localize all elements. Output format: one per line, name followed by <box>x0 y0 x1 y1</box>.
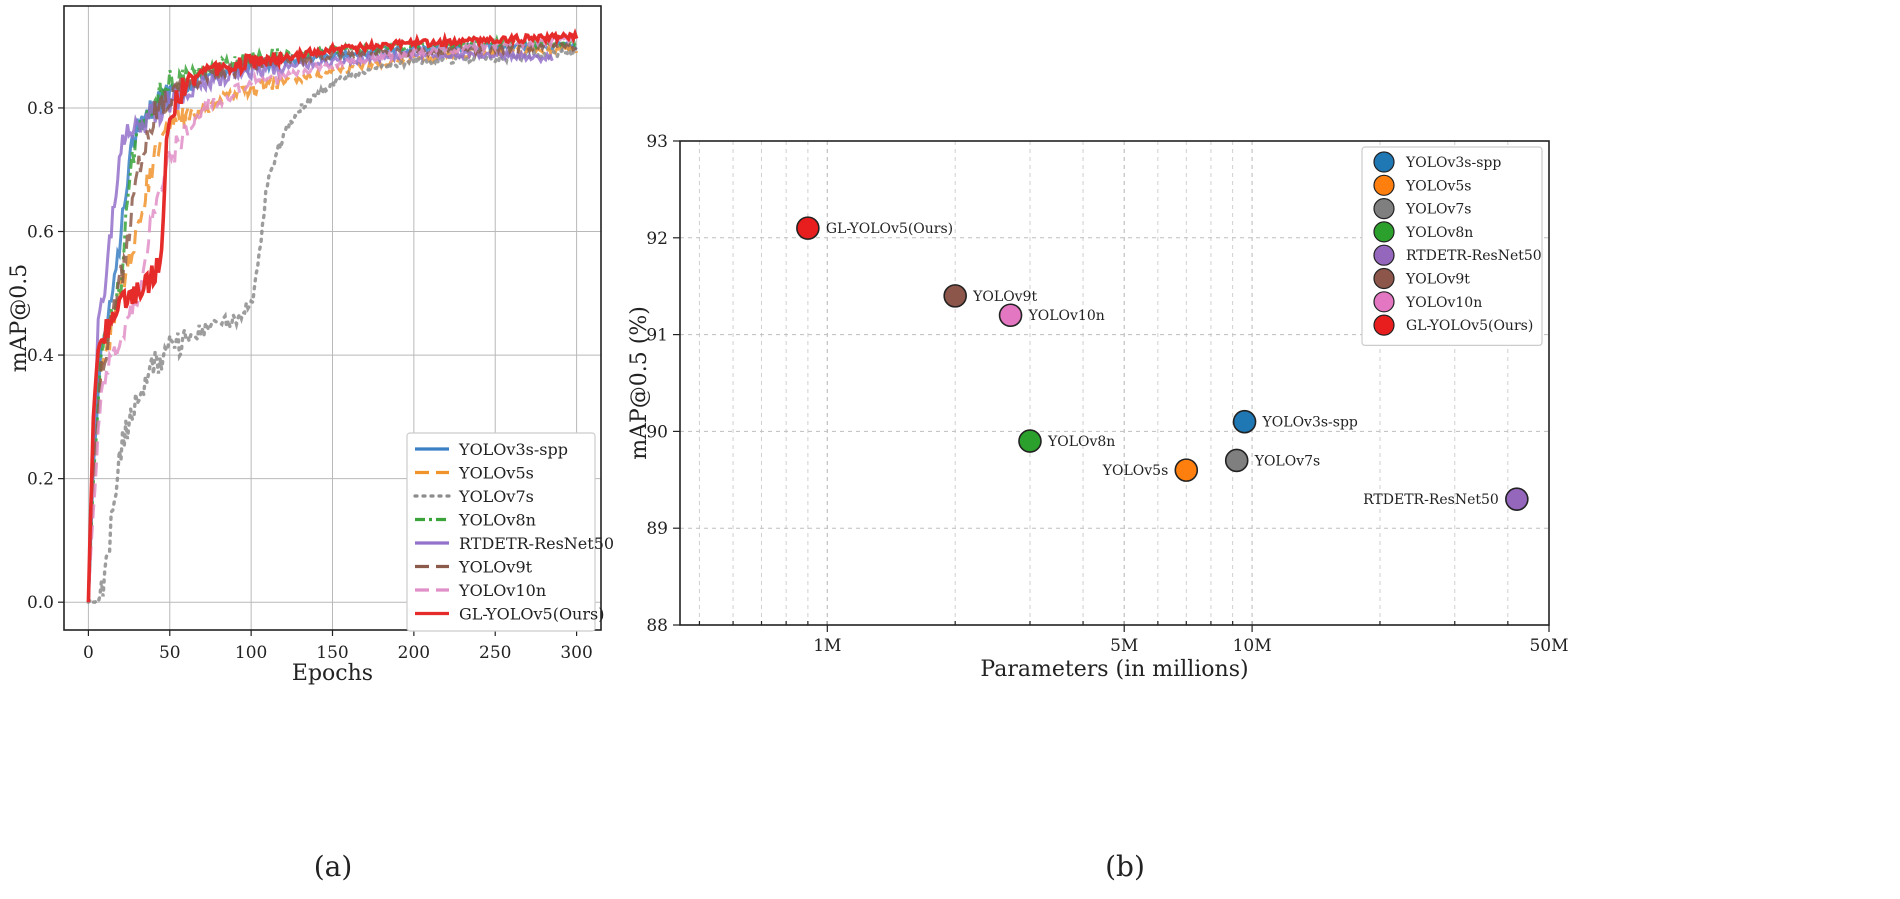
legend-marker <box>1373 244 1395 266</box>
legend-label: YOLOv8n <box>1405 225 1473 241</box>
y-tick-label: 0.4 <box>27 346 54 366</box>
legend-label: YOLOv3s-spp <box>1405 155 1501 171</box>
x-tick-label: 200 <box>398 643 430 663</box>
y-tick-label: 89 <box>646 519 668 539</box>
y-tick-label: 0.0 <box>27 593 54 613</box>
legend-a: YOLOv3s-spp YOLOv5s YOLOv7s YOLOv8n RTDETR-R… <box>406 432 614 632</box>
data-point <box>1018 429 1042 453</box>
legend-marker <box>1373 221 1395 243</box>
legend-label: YOLOv7s <box>1405 202 1472 218</box>
legend-label: YOLOv8n <box>458 511 536 530</box>
y-axis-label: mAP@0.5 (%) <box>627 306 652 460</box>
data-point-label: YOLOv7s <box>1254 453 1321 469</box>
legend-label: YOLOv7s <box>458 487 534 506</box>
x-tick-label: 150 <box>316 643 348 663</box>
legend-label: GL-YOLOv5(Ours) <box>1406 318 1533 334</box>
x-tick-label: 5M <box>1110 636 1138 656</box>
x-tick-label: 250 <box>479 643 511 663</box>
data-point <box>998 303 1023 328</box>
y-tick-label: 0.8 <box>27 99 54 119</box>
data-point <box>1505 487 1529 511</box>
panel-a-line-chart: 0 50 100 150 200 250 300 0.0 0.2 0.4 0.6 0.8 Epochs m… <box>7 5 614 883</box>
legend-label: RTDETR-ResNet50 <box>1406 248 1542 264</box>
data-point <box>1224 448 1249 473</box>
data-point-label: RTDETR-ResNet50 <box>1363 492 1499 508</box>
data-point-label: YOLOv3s-spp <box>1262 415 1358 431</box>
legend-label: YOLOv9t <box>1405 272 1470 288</box>
legend-label: RTDETR-ResNet50 <box>459 534 614 553</box>
x-axis-label: Epochs <box>292 661 373 686</box>
series-line <box>86 32 578 603</box>
legend-label: GL-YOLOv5(Ours) <box>459 605 604 624</box>
data-point-label: YOLOv9t <box>972 289 1037 305</box>
y-tick-label: 91 <box>646 326 668 346</box>
legend-marker <box>1373 151 1395 173</box>
legend-label: YOLOv5s <box>458 464 534 483</box>
legend-label: YOLOv9t <box>458 558 533 577</box>
y-tick-label: 0.2 <box>27 470 54 490</box>
data-point <box>1232 409 1257 434</box>
panel-b-scatter-chart: 1M 5M 10M 50M 88 89 90 91 92 93 Parameters (in mil… <box>627 132 1569 883</box>
data-point <box>943 284 967 308</box>
series-line <box>86 27 579 603</box>
legend-marker <box>1373 267 1395 290</box>
y-tick-label: 88 <box>646 616 668 636</box>
legend-marker <box>1373 314 1395 336</box>
data-point-label: YOLOv8n <box>1047 434 1115 450</box>
y-axis-label: mAP@0.5 <box>7 264 32 373</box>
x-tick-label: 50 <box>159 643 181 663</box>
y-tick-label: 0.6 <box>27 223 54 243</box>
series-line <box>86 46 579 606</box>
x-tick-label: 10M <box>1233 636 1272 656</box>
legend-marker <box>1373 198 1395 220</box>
legend-marker <box>1373 174 1395 196</box>
legend-label: YOLOv5s <box>1405 178 1472 194</box>
legend-label: YOLOv3s-spp <box>458 440 568 459</box>
legend-label: YOLOv10n <box>1405 295 1482 311</box>
x-tick-label: 50M <box>1529 636 1568 656</box>
y-tick-label: 90 <box>646 422 668 442</box>
x-axis-label: Parameters (in millions) <box>980 657 1248 682</box>
data-point-label: YOLOv10n <box>1028 308 1105 324</box>
y-tick-label: 92 <box>646 229 668 249</box>
x-tick-label: 100 <box>235 643 267 663</box>
data-point-label: YOLOv5s <box>1102 463 1169 479</box>
legend-box <box>406 432 596 632</box>
x-tick-label: 0 <box>83 643 94 663</box>
legend-label: YOLOv10n <box>458 581 546 600</box>
legend-box <box>1361 146 1543 346</box>
data-point <box>1174 458 1199 482</box>
data-point-label: GL-YOLOv5(Ours) <box>826 221 953 237</box>
caption-b: (b) <box>1105 850 1145 883</box>
data-point <box>796 216 820 240</box>
y-tick-label: 93 <box>646 132 668 152</box>
frame-b <box>679 140 1550 626</box>
x-tick-label: 300 <box>560 643 592 663</box>
legend-b: YOLOv3s-spp YOLOv5s YOLOv7s YOLOv8n RTDETR-R… <box>1361 146 1543 346</box>
legend-marker <box>1373 291 1395 313</box>
x-tick-label: 1M <box>813 636 841 656</box>
caption-a: (a) <box>314 850 353 883</box>
